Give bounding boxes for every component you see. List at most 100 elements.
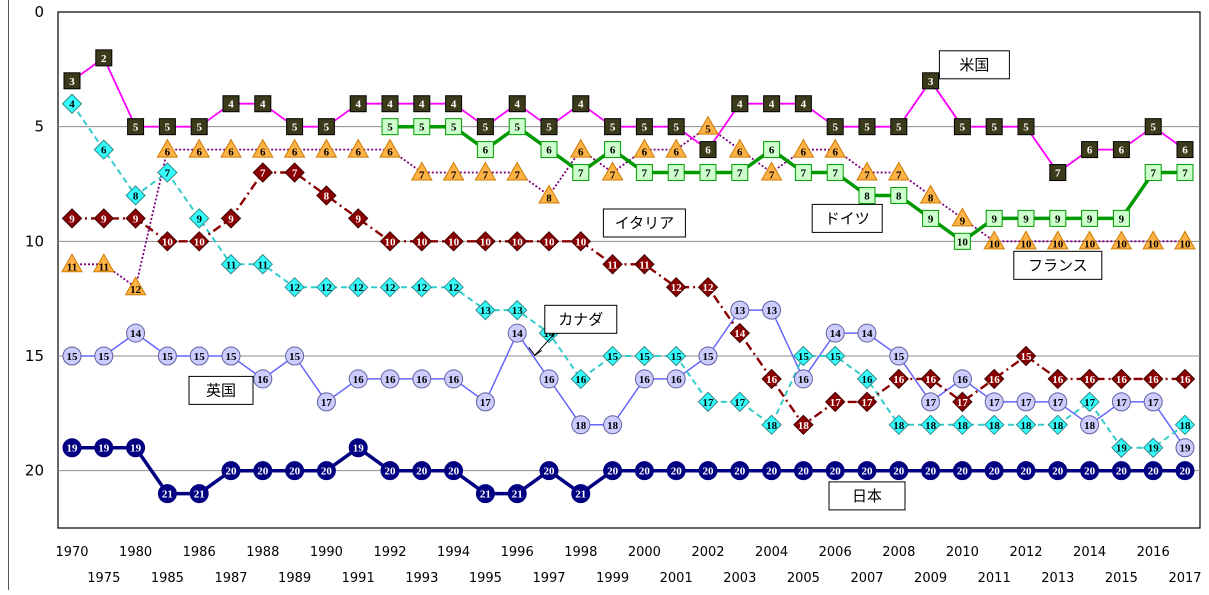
data-label: 9 [355, 213, 361, 225]
data-point-日本: 21 [189, 484, 209, 504]
data-label: 20 [1052, 466, 1064, 478]
svg-text:米国: 米国 [959, 56, 989, 74]
data-label: 7 [292, 168, 298, 180]
data-label: 4 [769, 99, 775, 111]
data-label: 5 [514, 122, 520, 134]
data-label: 20 [1180, 466, 1192, 478]
data-point-米国: 6 [699, 141, 717, 159]
data-label: 15 [1021, 351, 1033, 363]
series-name-label: 米国 [938, 50, 1010, 80]
data-point-イタリア: 9 [61, 208, 83, 229]
data-point-日本: 20 [603, 461, 623, 481]
data-label: 7 [165, 168, 171, 180]
data-point-英国: 16 [952, 369, 972, 389]
x-tick-label: 2011 [978, 571, 1011, 586]
data-point-英国: 18 [1080, 415, 1100, 435]
data-point-ドイツ: 6 [476, 141, 494, 159]
data-point-フランス: 7 [506, 161, 529, 182]
data-point-日本: 21 [507, 484, 527, 504]
data-point-米国: 5 [127, 118, 145, 136]
callout-arrowhead [528, 347, 543, 356]
data-label: 17 [1021, 397, 1033, 409]
data-point-フランス: 6 [156, 138, 179, 159]
data-point-カナダ: 16 [570, 368, 592, 390]
data-label: 4 [387, 99, 393, 111]
data-label: 20 [1148, 466, 1160, 478]
data-point-英国: 17 [984, 392, 1004, 412]
data-point-イタリア: 9 [93, 208, 115, 229]
data-label: 19 [1116, 443, 1128, 455]
data-label: 7 [1182, 168, 1188, 180]
data-point-カナダ: 18 [952, 414, 973, 436]
data-point-カナダ: 12 [411, 276, 433, 298]
data-label: 7 [451, 170, 457, 182]
data-point-米国: 5 [953, 118, 971, 136]
data-label: 7 [260, 168, 266, 180]
data-label: 5 [832, 122, 838, 134]
y-tick-label: 15 [25, 347, 44, 365]
x-tick-label: 1997 [532, 571, 565, 586]
data-label: 9 [1023, 213, 1029, 225]
x-tick-label: 2015 [1105, 571, 1138, 586]
data-point-日本: 20 [1080, 461, 1100, 481]
x-tick-label: 1989 [278, 571, 311, 586]
data-label: 4 [355, 99, 361, 111]
y-tick-label: 20 [25, 462, 44, 480]
data-point-英国: 16 [444, 369, 464, 389]
data-point-カナダ: 13 [506, 299, 528, 321]
data-label: 16 [544, 374, 556, 386]
data-point-日本: 20 [539, 461, 559, 481]
data-label: 7 [610, 170, 616, 182]
data-point-ドイツ: 7 [699, 164, 717, 182]
data-point-イタリア: 10 [379, 231, 401, 252]
data-point-イタリア: 9 [125, 208, 146, 229]
data-label: 6 [578, 147, 584, 159]
data-label: 13 [480, 305, 492, 317]
data-point-イタリア: 10 [411, 231, 433, 252]
data-label: 18 [957, 420, 969, 432]
data-point-英国: 14 [825, 323, 845, 343]
data-label: 19 [67, 443, 79, 455]
data-label: 17 [1084, 397, 1096, 409]
data-point-フランス: 6 [569, 138, 592, 159]
data-label: 10 [194, 236, 206, 248]
data-point-ドイツ: 6 [763, 141, 781, 159]
data-label: 16 [798, 374, 810, 386]
data-label: 12 [416, 282, 428, 294]
data-label: 6 [324, 147, 330, 159]
data-label: 5 [610, 122, 616, 134]
data-label: 9 [228, 213, 234, 225]
x-tick-label: 2006 [819, 545, 852, 560]
data-label: 20 [607, 466, 619, 478]
data-label: 16 [862, 374, 874, 386]
data-label: 10 [1084, 238, 1096, 250]
data-point-米国: 4 [763, 95, 781, 113]
data-point-英国: 15 [94, 346, 114, 366]
y-tick-label: 5 [34, 118, 44, 136]
x-tick-label: 1985 [151, 571, 184, 586]
data-label: 16 [989, 374, 1001, 386]
data-point-英国: 17 [316, 392, 336, 412]
svg-text:ドイツ: ドイツ [825, 209, 870, 227]
data-point-米国: 6 [1112, 141, 1130, 159]
data-point-英国: 17 [921, 392, 941, 412]
data-point-ドイツ: 7 [635, 164, 653, 182]
x-tick-label: 2005 [787, 571, 820, 586]
data-point-カナダ: 18 [1174, 414, 1196, 436]
data-label: 9 [69, 213, 75, 225]
data-label: 20 [448, 466, 460, 478]
data-label: 20 [639, 466, 651, 478]
data-point-米国: 5 [826, 118, 844, 136]
series-name-label: イタリア [602, 208, 686, 238]
data-label: 16 [893, 374, 905, 386]
data-label: 16 [925, 374, 937, 386]
data-label: 6 [165, 147, 171, 159]
data-point-日本: 20 [1048, 461, 1068, 481]
data-label: 6 [355, 147, 361, 159]
data-point-カナダ: 19 [1142, 437, 1164, 458]
data-label: 16 [385, 374, 397, 386]
data-label: 6 [737, 147, 743, 159]
data-point-イタリア: 17 [952, 391, 973, 413]
data-point-ドイツ: 7 [731, 164, 749, 182]
data-point-日本: 20 [762, 461, 782, 481]
